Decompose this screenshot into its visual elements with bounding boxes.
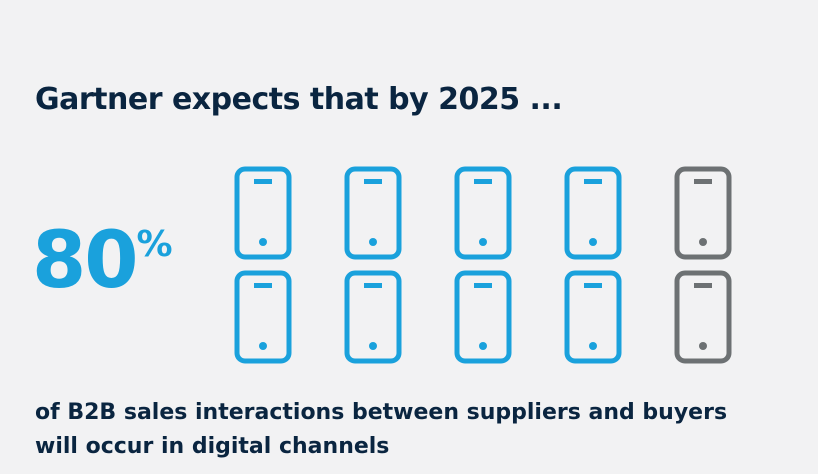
smartphone-icon-highlighted xyxy=(564,166,622,260)
smartphone-icon-highlighted xyxy=(234,270,292,364)
smartphone-icon-highlighted xyxy=(344,270,402,364)
caption: of B2B sales interactions between suppli… xyxy=(35,400,728,459)
smartphone-icon-muted xyxy=(674,270,732,364)
smartphone-icon-highlighted xyxy=(454,270,512,364)
smartphone-icon-highlighted xyxy=(344,166,402,260)
smartphone-icon-highlighted xyxy=(234,166,292,260)
stat-number: 80 xyxy=(32,216,139,306)
smartphone-icon-muted xyxy=(674,166,732,260)
smartphone-icon-highlighted xyxy=(454,166,512,260)
phone-icon-grid xyxy=(233,165,733,365)
smartphone-icon-highlighted xyxy=(564,270,622,364)
stat-percentage: 80% xyxy=(32,222,173,300)
headline: Gartner expects that by 2025 ... xyxy=(35,82,563,117)
stat-unit: % xyxy=(136,224,173,265)
